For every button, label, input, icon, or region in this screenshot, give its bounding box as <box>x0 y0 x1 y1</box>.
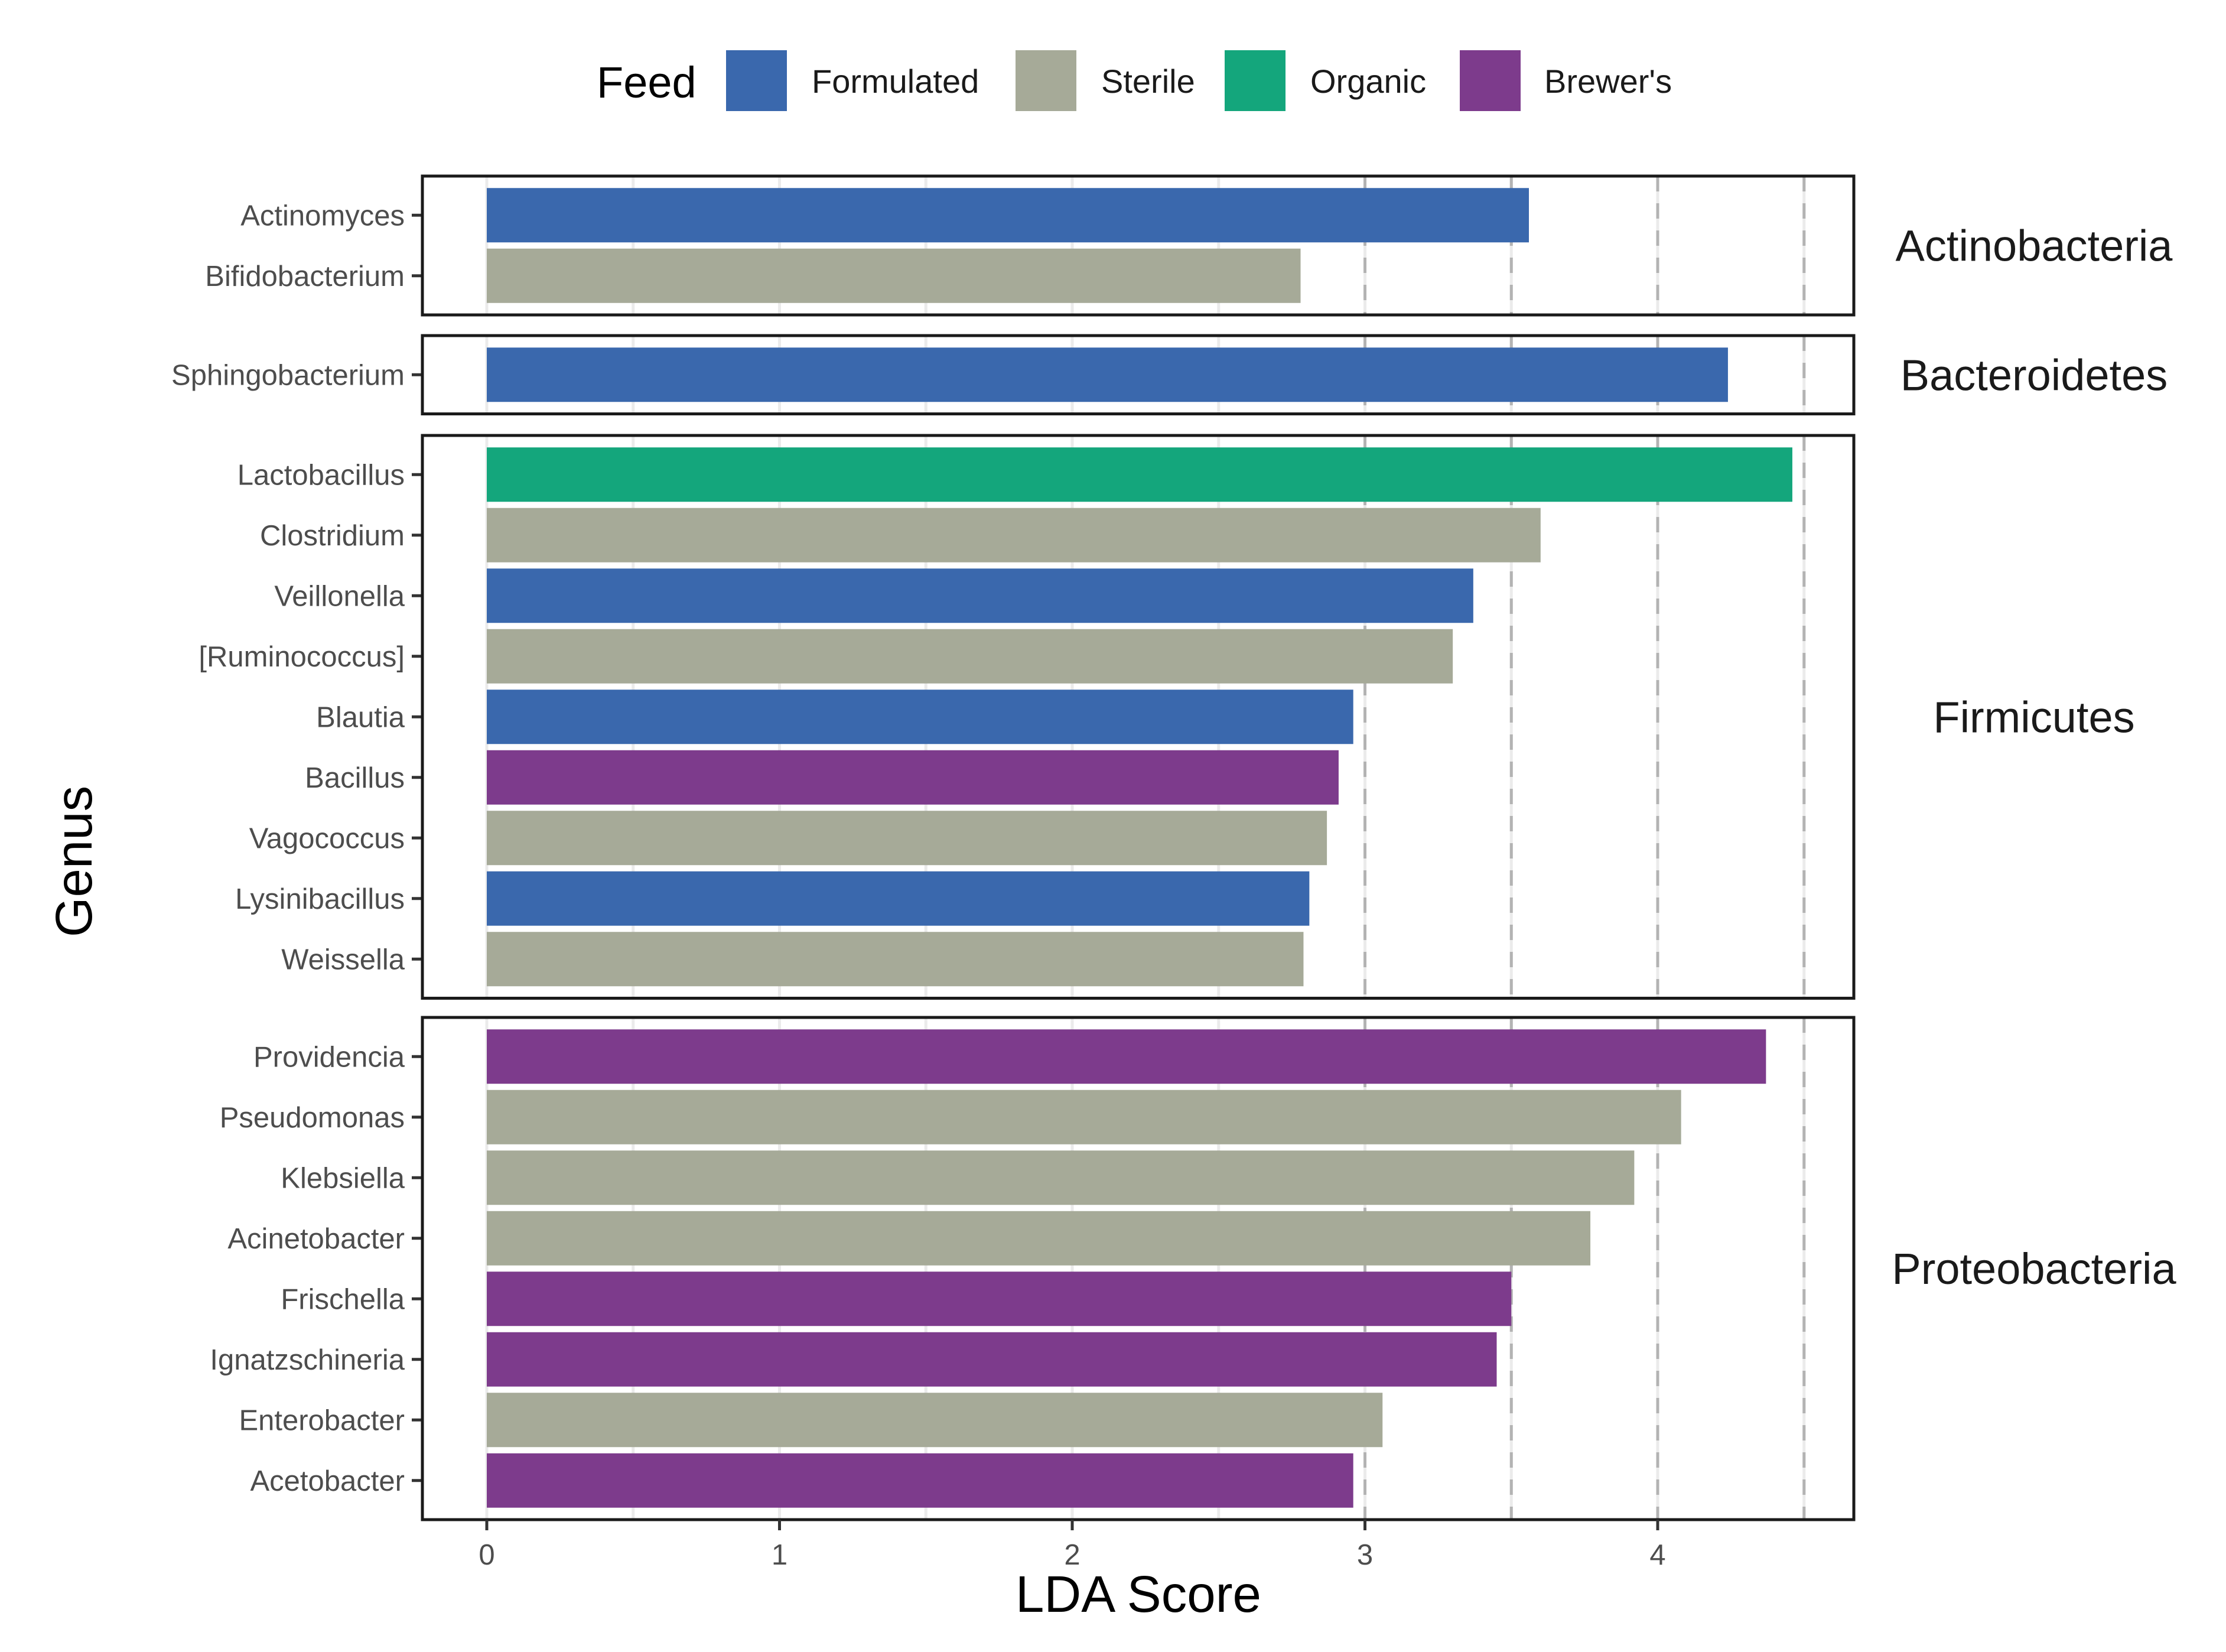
bar-frischella <box>487 1271 1512 1326</box>
legend-label-organic: Organic <box>1310 63 1426 100</box>
legend-key-sterile <box>1016 50 1076 111</box>
bar-bacillus <box>487 750 1339 805</box>
bar-sphingobacterium <box>487 347 1728 402</box>
y-tick-label: Actinomyces <box>240 200 405 232</box>
legend-key-organic <box>1225 50 1286 111</box>
facet-panel-bacteroidetes: Sphingobacterium Bacteroidetes <box>171 334 2168 415</box>
y-tick-label: Frischella <box>281 1283 405 1315</box>
bar-acetobacter <box>487 1453 1353 1508</box>
y-tick-label: Lactobacillus <box>237 459 405 491</box>
bar-lysinibacillus <box>487 871 1310 926</box>
y-tick-label: Acinetobacter <box>227 1223 405 1255</box>
y-tick-label: Lysinibacillus <box>235 883 405 915</box>
legend-label-formulated: Formulated <box>812 63 979 100</box>
legend-key-brewer-s <box>1460 50 1521 111</box>
bar-ignatzschineria <box>487 1332 1497 1387</box>
y-tick-label: Enterobacter <box>239 1404 405 1436</box>
y-tick-label: Bifidobacterium <box>205 261 405 292</box>
bar-klebsiella <box>487 1150 1635 1205</box>
x-axis-title: LDA Score <box>1016 1566 1261 1623</box>
y-tick-label: Sphingobacterium <box>171 359 405 391</box>
x-tick-label: 3 <box>1357 1539 1373 1571</box>
bar-veillonella <box>487 568 1473 623</box>
legend: Feed Formulated Sterile Organic Brewer's <box>597 50 1672 111</box>
bar-enterobacter <box>487 1393 1383 1448</box>
legend-label-sterile: Sterile <box>1101 63 1195 100</box>
legend-title: Feed <box>597 58 697 107</box>
bar-actinomyces <box>487 188 1529 243</box>
y-tick-label: Bacillus <box>305 762 405 794</box>
bar-clostridium <box>487 508 1541 562</box>
panel-border <box>421 334 1856 415</box>
x-tick-label: 2 <box>1064 1539 1080 1571</box>
panel-border <box>421 1016 1856 1521</box>
panel-border <box>421 434 1856 1000</box>
strip-label-bacteroidetes: Bacteroidetes <box>1900 350 2168 399</box>
y-tick-label: Klebsiella <box>281 1162 405 1194</box>
y-tick-label: Ignatzschineria <box>210 1344 405 1376</box>
y-tick-label: Vagococcus <box>249 822 405 854</box>
y-tick-label: Clostridium <box>260 520 405 552</box>
bar-bifidobacterium <box>487 248 1301 303</box>
strip-label-actinobacteria: Actinobacteria <box>1896 222 2173 271</box>
y-tick-label: Weissella <box>281 944 405 975</box>
bar-pseudomonas <box>487 1090 1681 1144</box>
facet-panels: Actinomyces Bifidobacterium Actinobacteria… <box>171 174 2176 1521</box>
facet-panel-actinobacteria: Actinomyces Bifidobacterium Actinobacteria <box>205 174 2173 317</box>
bar-providencia <box>487 1029 1766 1084</box>
panel-border <box>421 174 1856 317</box>
y-tick-label: Acetobacter <box>250 1465 405 1497</box>
bar-blautia <box>487 690 1353 744</box>
bar-ruminococcus <box>487 629 1453 684</box>
x-tick-label: 0 <box>479 1539 494 1571</box>
x-tick-label: 1 <box>772 1539 787 1571</box>
bar-acinetobacter <box>487 1211 1591 1266</box>
x-tick-label: 4 <box>1649 1539 1665 1571</box>
strip-label-proteobacteria: Proteobacteria <box>1892 1244 2176 1293</box>
bar-lactobacillus <box>487 447 1792 502</box>
bar-vagococcus <box>487 811 1327 866</box>
facet-panel-proteobacteria: Providencia Pseudomonas Klebsiella Acinetob… <box>210 1016 2176 1521</box>
facet-panel-firmicutes: Lactobacillus Clostridium Veillonella [Rumi… <box>198 434 2135 1000</box>
y-tick-label: Veillonella <box>274 580 405 612</box>
y-tick-label: Providencia <box>253 1041 405 1073</box>
legend-key-formulated <box>726 50 787 111</box>
strip-label-firmicutes: Firmicutes <box>1933 692 2134 742</box>
x-axis: 0 1 2 3 4 <box>479 1520 1666 1571</box>
y-tick-label: Blautia <box>316 701 405 733</box>
y-tick-label: [Ruminococcus] <box>198 641 405 673</box>
y-tick-label: Pseudomonas <box>220 1102 405 1134</box>
y-axis-title: Genus <box>45 786 103 937</box>
legend-label-brewer-s: Brewer's <box>1544 63 1672 100</box>
bar-weissella <box>487 932 1304 987</box>
